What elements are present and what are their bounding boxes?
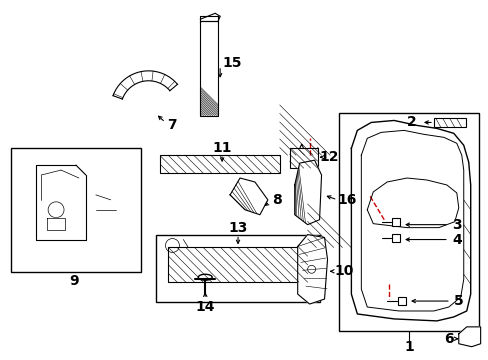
Bar (200, 21, 218, 116)
Text: 11: 11 (212, 141, 231, 155)
Text: 1: 1 (404, 340, 413, 354)
Text: 12: 12 (319, 150, 339, 164)
Bar (391, 218, 399, 226)
Text: 8: 8 (271, 193, 281, 207)
Text: 6: 6 (443, 332, 453, 346)
Bar (433, 118, 465, 127)
Bar (339, 113, 478, 331)
Text: 5: 5 (453, 294, 463, 308)
Text: 14: 14 (195, 300, 215, 314)
Polygon shape (294, 160, 321, 225)
Text: 4: 4 (451, 233, 461, 247)
Text: 9: 9 (69, 274, 79, 288)
Bar (160, 155, 279, 173)
Text: 15: 15 (222, 56, 242, 70)
Bar (168, 247, 307, 282)
Bar (391, 234, 399, 242)
Polygon shape (297, 235, 327, 304)
Bar (397, 297, 405, 305)
Text: 3: 3 (451, 218, 461, 231)
Bar (289, 148, 317, 168)
Bar (155, 235, 319, 302)
Text: 2: 2 (407, 116, 416, 130)
Text: 16: 16 (337, 193, 356, 207)
Bar (11, 148, 141, 272)
Text: 10: 10 (334, 264, 353, 278)
Polygon shape (458, 327, 480, 347)
Polygon shape (230, 178, 267, 215)
Text: 13: 13 (228, 221, 247, 235)
Text: 7: 7 (167, 118, 177, 132)
